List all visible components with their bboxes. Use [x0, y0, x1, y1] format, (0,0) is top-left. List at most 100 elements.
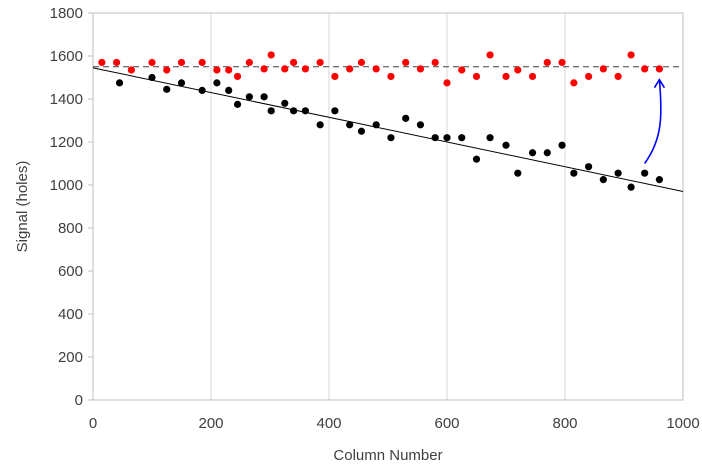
data-point — [514, 169, 522, 177]
y-tick-label: 1600 — [50, 48, 83, 65]
data-point — [127, 66, 135, 74]
x-axis-title: Column Number — [333, 447, 442, 464]
x-tick-label: 800 — [552, 415, 577, 432]
data-point — [148, 73, 156, 82]
plot-area-frame — [92, 12, 684, 401]
data-point — [655, 65, 664, 73]
data-point — [641, 169, 649, 177]
data-point — [514, 66, 522, 74]
data-point — [528, 149, 537, 157]
data-point — [357, 58, 366, 67]
data-point — [486, 134, 494, 142]
data-point — [458, 134, 466, 142]
data-point — [346, 121, 354, 129]
x-axis-ticks: 0 200 400 600 800 1000 — [89, 415, 700, 432]
data-point — [301, 65, 309, 73]
reference-lines — [92, 66, 684, 192]
data-point — [198, 86, 206, 94]
data-point — [177, 58, 186, 67]
data-point — [431, 134, 439, 142]
data-point — [443, 134, 451, 142]
data-point — [443, 79, 451, 87]
data-point — [372, 65, 380, 73]
data-point — [543, 149, 551, 157]
data-point — [331, 72, 339, 81]
data-point — [528, 72, 537, 81]
data-point — [225, 66, 233, 74]
black-series — [115, 73, 664, 191]
y-tick-label: 0 — [75, 392, 83, 409]
y-tick-label: 1000 — [50, 177, 83, 194]
data-point — [543, 58, 551, 67]
y-axis-title: Signal (holes) — [14, 161, 31, 253]
data-point — [570, 79, 578, 87]
grid-lines — [210, 13, 566, 400]
y-tick-label: 1800 — [50, 5, 83, 22]
data-point — [357, 127, 366, 135]
data-point — [502, 72, 510, 81]
annotation-arrowhead — [653, 78, 666, 89]
x-tick-label: 400 — [316, 415, 341, 432]
annotation-arrow-curve — [644, 79, 662, 164]
data-point — [558, 58, 566, 67]
data-point — [458, 66, 466, 74]
data-point — [331, 107, 339, 115]
data-point — [402, 114, 410, 122]
y-tick-label: 1400 — [50, 91, 83, 108]
y-tick-label: 400 — [58, 306, 83, 323]
data-point — [290, 58, 298, 67]
data-point — [641, 65, 649, 73]
x-tick-label: 600 — [434, 415, 459, 432]
data-point — [113, 58, 121, 67]
data-point — [260, 65, 268, 73]
data-point — [98, 58, 106, 67]
data-point — [558, 141, 566, 149]
data-point — [585, 163, 593, 171]
data-point — [260, 93, 268, 101]
data-point — [585, 72, 593, 81]
data-point — [267, 107, 275, 115]
data-points — [98, 51, 664, 191]
data-point — [387, 134, 395, 142]
data-point — [301, 107, 309, 115]
data-point — [614, 72, 622, 81]
data-point — [290, 107, 298, 115]
data-point — [213, 79, 221, 87]
x-tick-label: 1000 — [666, 415, 699, 432]
data-point — [627, 51, 635, 59]
data-point — [416, 65, 425, 73]
data-point — [614, 169, 622, 177]
trend-line — [92, 67, 684, 192]
data-point — [245, 58, 253, 67]
y-axis-ticks: 0 200 400 600 800 1000 1200 1400 1600 1800 — [50, 5, 93, 409]
data-point — [245, 93, 253, 101]
data-point — [115, 79, 124, 87]
data-point — [472, 155, 481, 163]
data-point — [570, 169, 578, 177]
data-point — [472, 72, 481, 81]
data-point — [281, 99, 289, 107]
x-tick-label: 200 — [198, 415, 223, 432]
data-point — [213, 66, 221, 74]
data-point — [431, 58, 439, 67]
data-point — [655, 176, 664, 184]
data-point — [233, 72, 242, 81]
y-tick-label: 200 — [58, 349, 83, 366]
data-point — [163, 85, 171, 93]
red-series — [98, 51, 664, 87]
data-point — [163, 66, 171, 74]
data-point — [627, 183, 635, 191]
data-point — [416, 121, 425, 129]
data-point — [148, 58, 156, 67]
data-point — [346, 65, 354, 73]
x-tick-label: 0 — [89, 415, 97, 432]
data-point — [486, 51, 494, 59]
y-tick-label: 600 — [58, 263, 83, 280]
data-point — [387, 72, 395, 81]
data-point — [316, 58, 324, 67]
data-point — [233, 100, 242, 108]
data-point — [402, 58, 410, 67]
y-tick-label: 1200 — [50, 134, 83, 151]
data-point — [281, 65, 289, 73]
